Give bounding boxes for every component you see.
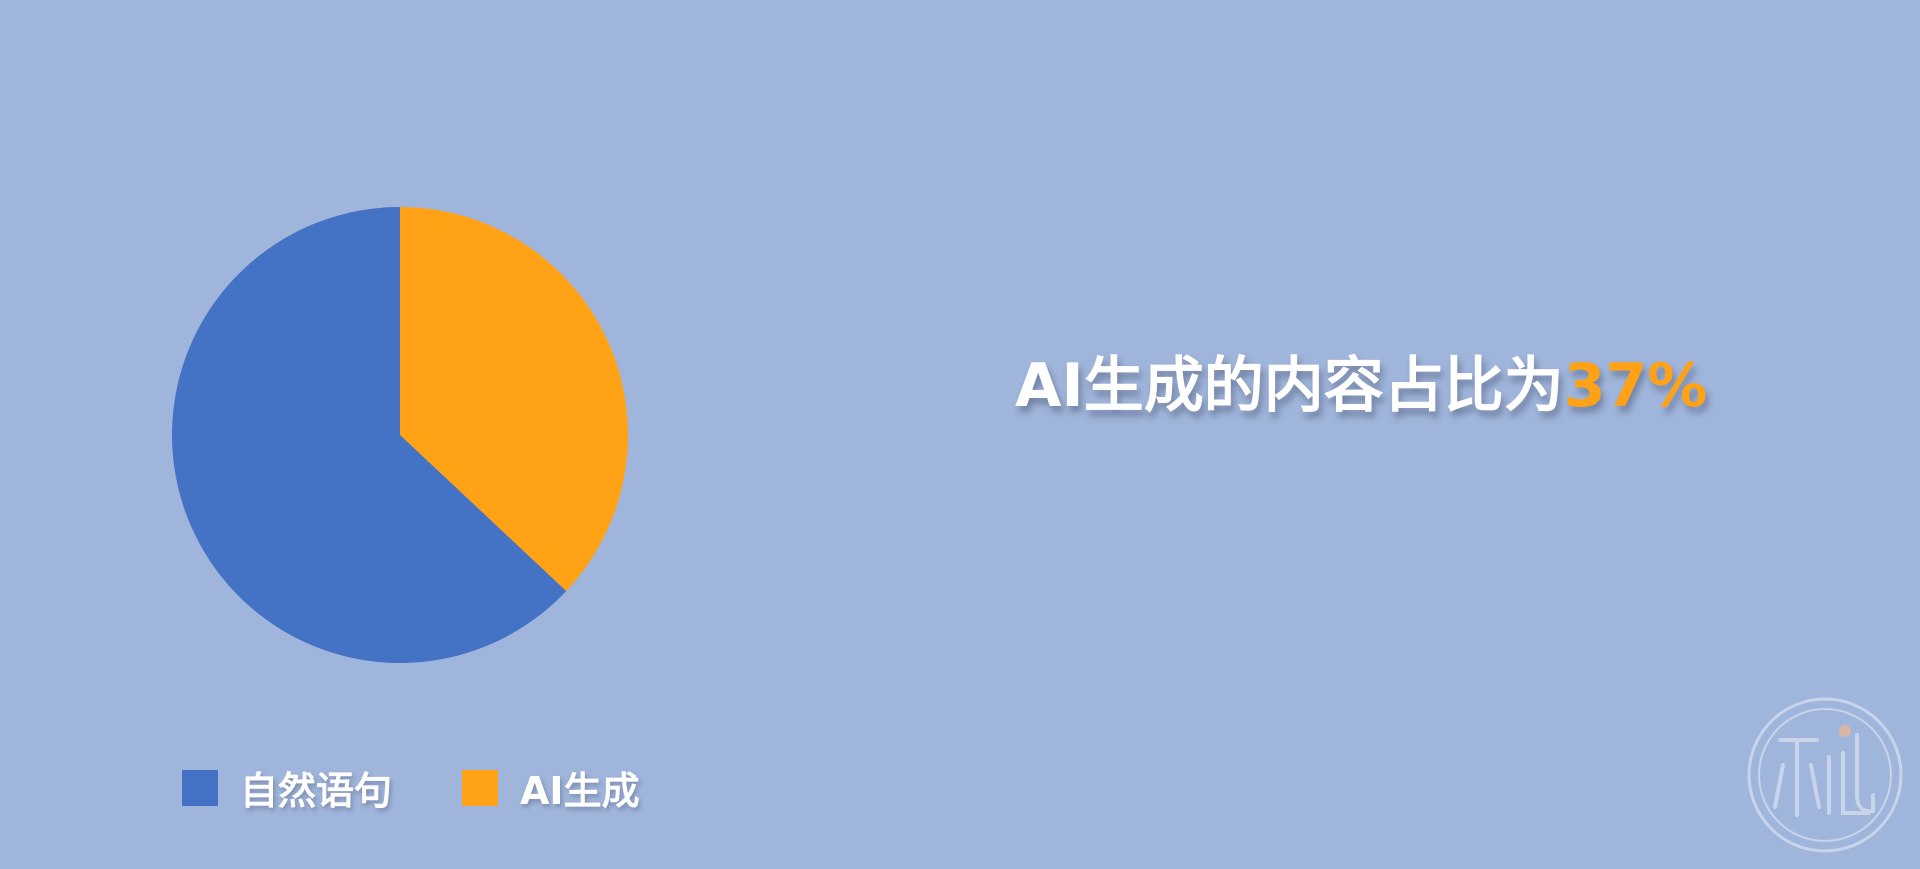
headline: AI生成的内容占比为37% [1015,346,1707,426]
pie-chart [171,207,628,663]
legend-label-natural: 自然语句 [240,769,393,813]
chart-legend: 自然语句 AI生成 [182,760,710,815]
seal-logo-icon [1747,697,1903,853]
pie-slice-natural [171,207,567,663]
pie-slice-ai [400,207,628,592]
headline-percent: 37% [1563,351,1708,421]
legend-swatch-natural [182,769,218,806]
legend-label-ai: AI生成 [520,769,640,813]
legend-swatch-ai [462,769,499,806]
headline-text: AI生成的内容占比为 [1015,351,1564,421]
legend-item-natural: 自然语句 [182,760,392,815]
legend-item-ai: AI生成 [462,760,640,815]
